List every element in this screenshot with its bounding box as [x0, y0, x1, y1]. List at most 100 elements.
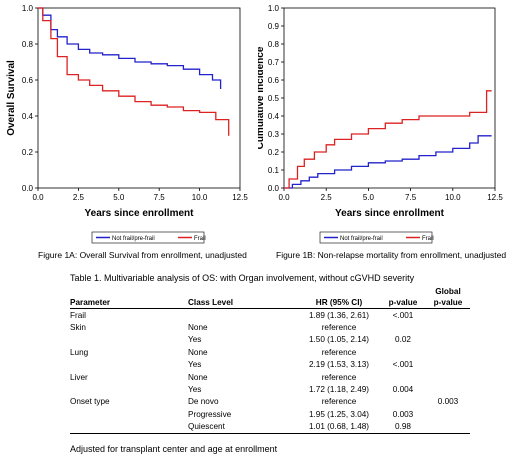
- table-row: Yes 1.50 (1.05, 2.14) 0.02: [70, 334, 470, 346]
- multivariable-os-table: Parameter Class Level HR (95% CI) p-valu…: [70, 286, 470, 434]
- cell-global-p: [426, 346, 470, 358]
- table-header-row: Parameter Class Level HR (95% CI) p-valu…: [70, 286, 470, 309]
- x-tick-label: 10.0: [445, 193, 461, 202]
- legend-label: Frail: [422, 236, 434, 242]
- table-row: Onset type De novo reference 0.003: [70, 396, 470, 408]
- header-hr: HR (95% CI): [298, 286, 380, 309]
- x-tick-label: 5.0: [363, 193, 375, 202]
- y-tick-label: 0.4: [22, 112, 34, 121]
- y-tick-label: 0.6: [22, 76, 34, 85]
- y-tick-label: 1.0: [22, 4, 34, 13]
- series-line-frail: [284, 90, 492, 189]
- cell-p: [380, 346, 426, 358]
- cell-p: <.001: [392, 310, 414, 320]
- cell-class-level: None: [188, 347, 208, 357]
- cell-class-level: Progressive: [188, 409, 232, 419]
- table-row: Quiescent 1.01 (0.68, 1.48) 0.98: [70, 420, 470, 434]
- series-line-not-frail: [284, 135, 492, 189]
- header-p-value: p-value: [380, 286, 426, 309]
- cell-parameter: [70, 383, 188, 395]
- legend-label: Not frail/pre-frail: [112, 236, 155, 242]
- cell-hr: 1.95 (1.25, 3.04): [308, 409, 370, 419]
- table-row: Frail 1.89 (1.36, 2.61) <.001: [70, 309, 470, 322]
- series-line-not-frail: [38, 7, 222, 89]
- y-tick-label: 0.0: [268, 184, 280, 193]
- y-tick-label: 0.2: [22, 148, 34, 157]
- x-tick-label: 7.5: [405, 193, 417, 202]
- cell-global-p: [426, 420, 470, 434]
- cell-global-p: [426, 371, 470, 383]
- table-row: Yes 1.72 (1.18, 2.49) 0.004: [70, 383, 470, 395]
- x-tick-label: 7.5: [154, 193, 166, 202]
- cell-global-p: [426, 334, 470, 346]
- y-tick-label: 0.2: [268, 148, 280, 157]
- cell-hr: reference: [321, 397, 357, 407]
- cell-class-level: Yes: [188, 360, 202, 370]
- y-tick-label: 0.8: [22, 40, 34, 49]
- y-tick-label: 0.7: [268, 58, 280, 67]
- x-tick-label: 2.5: [321, 193, 333, 202]
- cell-parameter: Lung: [70, 347, 89, 357]
- cell-parameter: Skin: [70, 323, 86, 333]
- cell-parameter: Liver: [70, 372, 88, 382]
- cell-p: 0.004: [392, 385, 414, 395]
- cell-class-level: Yes: [188, 335, 202, 345]
- cell-global-p: [426, 309, 470, 322]
- cell-parameter: [70, 359, 188, 371]
- cell-p: 0.98: [380, 420, 426, 434]
- cell-class-level: Yes: [188, 385, 202, 395]
- cell-hr: 2.19 (1.53, 3.13): [308, 360, 370, 370]
- cell-hr: 1.01 (0.68, 1.48): [298, 420, 380, 434]
- cell-hr: reference: [321, 323, 357, 333]
- figure-1a-caption: Figure 1A: Overall Survival from enrollm…: [38, 250, 247, 260]
- cell-global-p: 0.003: [437, 397, 459, 407]
- plot-frame: [37, 7, 241, 189]
- x-tick-label: 12.5: [232, 193, 248, 202]
- legend-box: [319, 231, 433, 244]
- overall-survival-chart: 0.0 2.5 5.0 7.5 10.0 12.5 0.0 0.2 0.4 0.6 0.8 1.0 Ye…: [6, 4, 248, 244]
- cell-class-level: De novo: [188, 397, 219, 407]
- y-tick-label: 0.5: [268, 94, 280, 103]
- table-row: Progressive 1.95 (1.25, 3.04) 0.003: [70, 408, 470, 420]
- x-axis-title: Years since enrollment: [85, 208, 195, 219]
- y-tick-label: 0.9: [268, 22, 280, 31]
- footnote: Adjusted for transplant center and age a…: [70, 444, 278, 454]
- cell-p: [380, 396, 426, 408]
- cell-p: [380, 371, 426, 383]
- legend-label: Not frail/pre-frail: [340, 236, 383, 242]
- y-tick-label: 0.0: [22, 184, 34, 193]
- cell-class-level: None: [188, 323, 208, 333]
- x-tick-label: 2.5: [73, 193, 85, 202]
- cell-class-level: [188, 309, 298, 322]
- y-axis-title: Cumulative incidence: [258, 46, 266, 149]
- series-line-frail: [38, 7, 230, 136]
- y-tick-label: 0.8: [268, 40, 280, 49]
- x-axis-title: Years since enrollment: [335, 208, 445, 219]
- y-tick-label: 0.1: [268, 166, 280, 175]
- cell-hr: reference: [321, 347, 357, 357]
- header-class-level: Class Level: [188, 286, 298, 309]
- y-axis-title: Overall Survival: [6, 60, 17, 136]
- x-tick-label: 0.0: [32, 193, 44, 202]
- table-row: Skin None reference: [70, 321, 470, 333]
- cell-p: 0.02: [395, 335, 411, 345]
- x-tick-label: 0.0: [278, 193, 290, 202]
- cell-parameter: [70, 334, 188, 346]
- cell-parameter: Onset type: [70, 397, 110, 407]
- table-title: Table 1. Multivariable analysis of OS: w…: [70, 273, 415, 283]
- y-tick-label: 1.0: [268, 4, 280, 13]
- cell-hr: 1.89 (1.36, 2.61): [308, 310, 370, 320]
- cell-parameter: Frail: [70, 310, 86, 320]
- cell-global-p: [426, 359, 470, 371]
- header-parameter: Parameter: [70, 286, 188, 309]
- cell-p: [380, 321, 426, 333]
- nonrelapse-mortality-chart: 0.0 2.5 5.0 7.5 10.0 12.5 0.0 0.1 0.2 0.3 0.4 0.5 0.…: [258, 4, 503, 244]
- cell-hr: 1.50 (1.05, 2.14): [308, 335, 370, 345]
- header-global-p-value: Global p-value: [426, 286, 470, 309]
- table-row: Liver None reference: [70, 371, 470, 383]
- cell-global-p: [426, 321, 470, 333]
- legend-label: Frail: [194, 236, 206, 242]
- figure-1b-caption: Figure 1B: Non-relapse mortality from en…: [276, 250, 507, 260]
- cell-p: 0.003: [392, 409, 414, 419]
- x-tick-label: 10.0: [192, 193, 208, 202]
